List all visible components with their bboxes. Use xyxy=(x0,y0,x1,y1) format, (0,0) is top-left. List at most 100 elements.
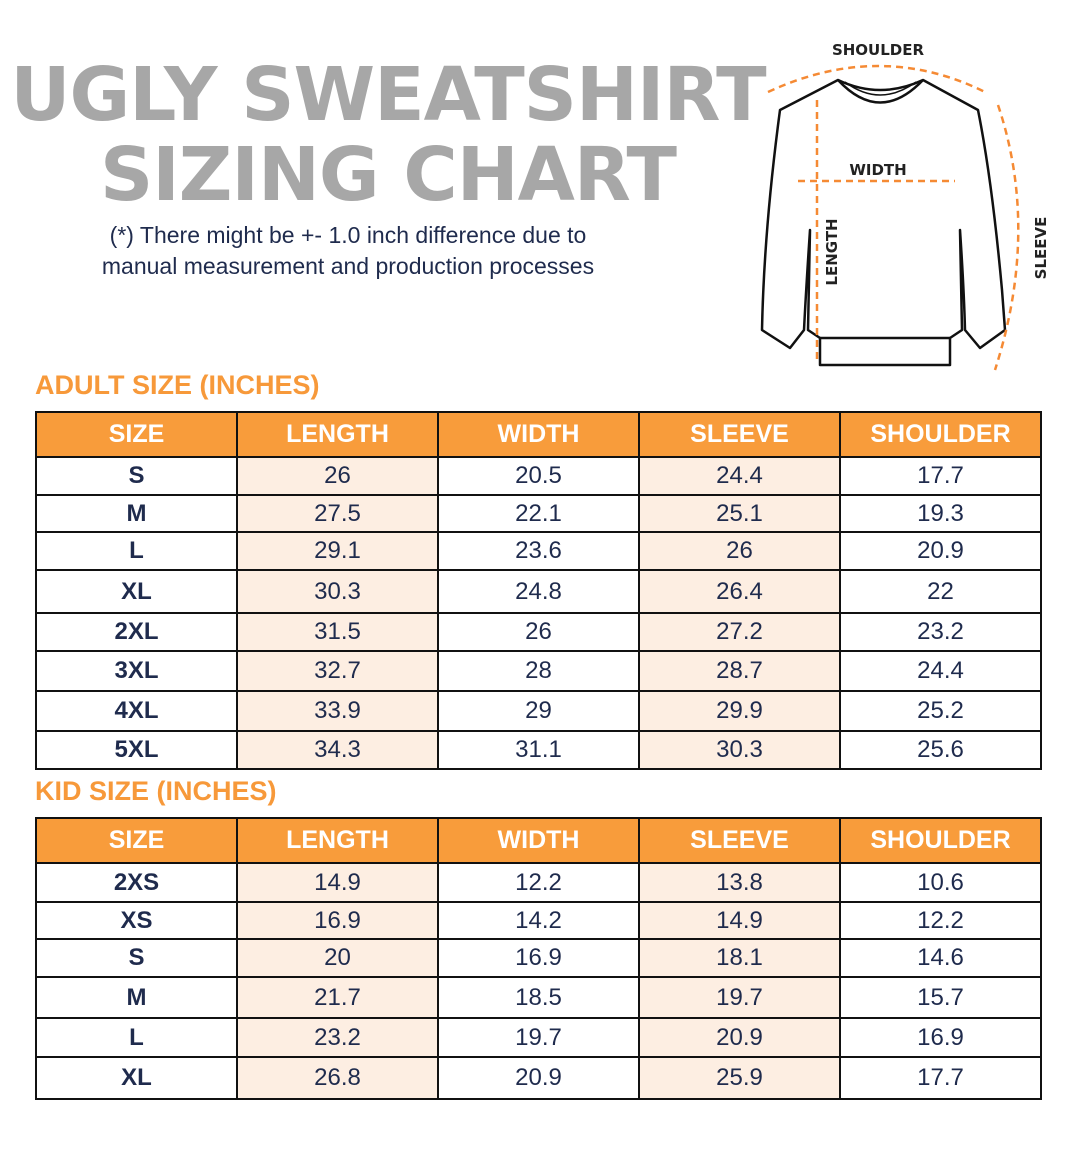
measurement-cell: 10.6 xyxy=(839,862,1042,903)
measurement-cell: 22 xyxy=(839,569,1042,614)
sweatshirt-diagram: SHOULDER WIDTH LENGTH SLEEVE xyxy=(760,41,1050,371)
measurement-cell: 18.1 xyxy=(638,938,841,978)
measurement-cell: 14.6 xyxy=(839,938,1042,978)
measurement-cell: 29 xyxy=(437,690,640,732)
note-line-1: (*) There might be +- 1.0 inch differenc… xyxy=(109,222,587,248)
measurement-cell: 17.7 xyxy=(839,456,1042,496)
measurement-cell: 17.7 xyxy=(839,1056,1042,1100)
title-line-2: SIZING CHART xyxy=(99,132,677,218)
measurement-cell: 27.5 xyxy=(236,494,439,533)
table-row: XS 16.9 14.2 14.9 12.2 xyxy=(35,901,1042,940)
measurement-cell: 26 xyxy=(638,531,841,571)
table-row: XL 26.8 20.9 25.9 17.7 xyxy=(35,1056,1042,1100)
size-cell: S xyxy=(35,456,238,496)
sleeve-label: SLEEVE xyxy=(1032,217,1050,280)
length-label: LENGTH xyxy=(823,218,841,285)
measurement-cell: 20 xyxy=(236,938,439,978)
header-row: SIZE LENGTH WIDTH SLEEVE SHOULDER xyxy=(35,817,1042,864)
measurement-cell: 23.2 xyxy=(839,612,1042,652)
column-header: SIZE xyxy=(35,411,238,458)
size-cell: 5XL xyxy=(35,730,238,770)
measurement-cell: 31.5 xyxy=(236,612,439,652)
measurement-cell: 33.9 xyxy=(236,690,439,732)
size-cell: S xyxy=(35,938,238,978)
measurement-cell: 34.3 xyxy=(236,730,439,770)
column-header: LENGTH xyxy=(236,817,439,864)
title-line-1: UGLY SWEATSHIRT xyxy=(10,52,766,138)
column-header: SHOULDER xyxy=(839,817,1042,864)
size-cell: 2XL xyxy=(35,612,238,652)
measurement-cell: 25.2 xyxy=(839,690,1042,732)
measurement-cell: 23.2 xyxy=(236,1017,439,1058)
measurement-cell: 16.9 xyxy=(236,901,439,940)
kid-size-table: SIZE LENGTH WIDTH SLEEVE SHOULDER 2XS 14.9 12.2… xyxy=(35,817,1042,1100)
table-row: 4XL 33.9 29 29.9 25.2 xyxy=(35,690,1042,732)
size-cell: XL xyxy=(35,1056,238,1100)
measurement-cell: 18.5 xyxy=(437,976,640,1019)
measurement-cell: 14.9 xyxy=(236,862,439,903)
measurement-cell: 30.3 xyxy=(236,569,439,614)
measurement-cell: 25.9 xyxy=(638,1056,841,1100)
size-cell: 4XL xyxy=(35,690,238,732)
table-row: 2XS 14.9 12.2 13.8 10.6 xyxy=(35,862,1042,903)
table-row: 3XL 32.7 28 28.7 24.4 xyxy=(35,650,1042,692)
shoulder-arrow xyxy=(767,64,986,94)
measurement-cell: 13.8 xyxy=(638,862,841,903)
measurement-cell: 26 xyxy=(437,612,640,652)
measurement-cell: 25.1 xyxy=(638,494,841,533)
measurement-cell: 26.8 xyxy=(236,1056,439,1100)
measurement-note: (*) There might be +- 1.0 inch differenc… xyxy=(0,220,696,282)
measurement-cell: 23.6 xyxy=(437,531,640,571)
sleeve-arrow xyxy=(993,104,1020,371)
column-header: SHOULDER xyxy=(839,411,1042,458)
measurement-cell: 30.3 xyxy=(638,730,841,770)
sweatshirt-collar xyxy=(837,79,924,104)
table-row: S 26 20.5 24.4 17.7 xyxy=(35,456,1042,496)
column-header: SLEEVE xyxy=(638,411,841,458)
size-cell: XS xyxy=(35,901,238,940)
measurement-cell: 12.2 xyxy=(839,901,1042,940)
table-row: L 23.2 19.7 20.9 16.9 xyxy=(35,1017,1042,1058)
column-header: WIDTH xyxy=(437,817,640,864)
measurement-cell: 28 xyxy=(437,650,640,692)
measurement-cell: 24.8 xyxy=(437,569,640,614)
measurement-cell: 19.7 xyxy=(437,1017,640,1058)
measurement-cell: 27.2 xyxy=(638,612,841,652)
measurement-cell: 14.2 xyxy=(437,901,640,940)
measurement-cell: 16.9 xyxy=(437,938,640,978)
table-row: L 29.1 23.6 26 20.9 xyxy=(35,531,1042,571)
note-line-2: manual measurement and production proces… xyxy=(101,253,595,279)
adult-section-label: ADULT SIZE (INCHES) xyxy=(35,370,320,400)
measurement-cell: 19.3 xyxy=(839,494,1042,533)
measurement-cell: 29.9 xyxy=(638,690,841,732)
column-header: SIZE xyxy=(35,817,238,864)
measurement-cell: 25.6 xyxy=(839,730,1042,770)
measurement-cell: 28.7 xyxy=(638,650,841,692)
size-cell: 2XS xyxy=(35,862,238,903)
measurement-cell: 16.9 xyxy=(839,1017,1042,1058)
measurement-cell: 24.4 xyxy=(839,650,1042,692)
measurement-cell: 20.9 xyxy=(839,531,1042,571)
column-header: WIDTH xyxy=(437,411,640,458)
kid-section-label: KID SIZE (INCHES) xyxy=(35,776,277,806)
size-cell: M xyxy=(35,494,238,533)
measurement-cell: 26 xyxy=(236,456,439,496)
width-label: WIDTH xyxy=(849,161,906,179)
measurement-cell: 24.4 xyxy=(638,456,841,496)
measurement-cell: 12.2 xyxy=(437,862,640,903)
table-row: M 27.5 22.1 25.1 19.3 xyxy=(35,494,1042,533)
size-cell: 3XL xyxy=(35,650,238,692)
measurement-cell: 26.4 xyxy=(638,569,841,614)
table-row: M 21.7 18.5 19.7 15.7 xyxy=(35,976,1042,1019)
column-header: LENGTH xyxy=(236,411,439,458)
measurement-cell: 22.1 xyxy=(437,494,640,533)
table-row: 2XL 31.5 26 27.2 23.2 xyxy=(35,612,1042,652)
measurement-cell: 31.1 xyxy=(437,730,640,770)
header-row: SIZE LENGTH WIDTH SLEEVE SHOULDER xyxy=(35,411,1042,458)
adult-size-table: SIZE LENGTH WIDTH SLEEVE SHOULDER S 26 20.5 24.4… xyxy=(35,411,1042,770)
measurement-cell: 19.7 xyxy=(638,976,841,1019)
measurement-cell: 32.7 xyxy=(236,650,439,692)
measurement-cell: 14.9 xyxy=(638,901,841,940)
size-cell: L xyxy=(35,1017,238,1058)
table-row: XL 30.3 24.8 26.4 22 xyxy=(35,569,1042,614)
